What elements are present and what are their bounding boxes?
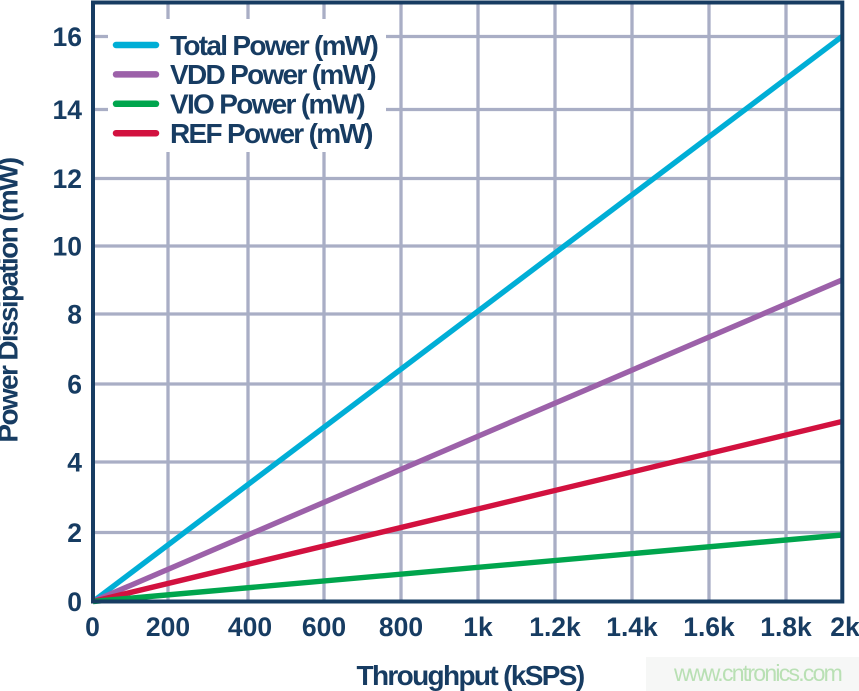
svg-text:200: 200 <box>146 612 190 642</box>
svg-text:10: 10 <box>53 231 82 261</box>
svg-text:Power Dissipation (mW): Power Dissipation (mW) <box>0 158 24 442</box>
svg-text:1.8k: 1.8k <box>760 612 812 642</box>
svg-text:800: 800 <box>379 612 423 642</box>
svg-text:REF Power (mW): REF Power (mW) <box>170 118 372 149</box>
svg-text:14: 14 <box>53 95 83 125</box>
svg-text:12: 12 <box>53 164 82 194</box>
svg-text:Throughput (kSPS): Throughput (kSPS) <box>356 660 583 691</box>
svg-text:8: 8 <box>67 299 82 329</box>
svg-text:4: 4 <box>67 447 82 477</box>
svg-text:1k: 1k <box>463 612 493 642</box>
svg-text:16: 16 <box>53 22 82 52</box>
svg-text:VIO Power (mW): VIO Power (mW) <box>170 89 364 120</box>
svg-text:600: 600 <box>302 612 346 642</box>
svg-text:6: 6 <box>67 369 82 399</box>
svg-text:Total Power (mW): Total Power (mW) <box>170 30 378 61</box>
svg-text:0: 0 <box>67 587 82 617</box>
svg-text:0: 0 <box>85 612 100 642</box>
svg-text:1.6k: 1.6k <box>683 612 735 642</box>
svg-text:1.2k: 1.2k <box>529 612 581 642</box>
svg-text:2k: 2k <box>830 612 859 642</box>
svg-text:VDD Power (mW): VDD Power (mW) <box>170 59 375 90</box>
svg-text:1.4k: 1.4k <box>606 612 658 642</box>
svg-text:400: 400 <box>228 612 272 642</box>
svg-text:2: 2 <box>67 518 82 548</box>
svg-text:www.cntronics.com: www.cntronics.com <box>673 660 842 686</box>
